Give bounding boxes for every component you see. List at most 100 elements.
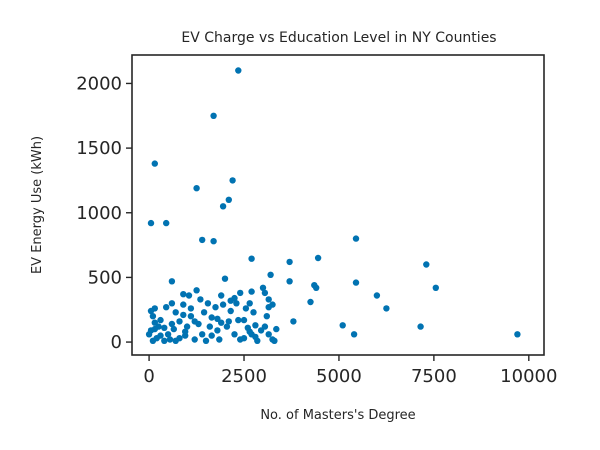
data-point (265, 296, 272, 303)
y-axis-label: EV Energy Use (kWh) (30, 136, 45, 274)
data-point (164, 331, 172, 338)
data-point (221, 275, 229, 282)
data-point (233, 300, 240, 307)
data-point (373, 292, 381, 299)
data-point (350, 331, 358, 338)
data-point (286, 278, 293, 285)
plot-frame (131, 54, 545, 356)
data-point (237, 289, 244, 297)
x-tick-label: 2500 (221, 366, 267, 387)
data-point (193, 185, 200, 192)
data-point (218, 292, 225, 299)
data-point (417, 323, 424, 330)
chart-title: EV Charge vs Education Level in NY Count… (181, 30, 496, 46)
data-point (383, 305, 390, 312)
data-point (219, 301, 227, 308)
data-point (157, 316, 164, 324)
x-tick-label: 7500 (411, 366, 457, 387)
data-point (163, 304, 170, 311)
data-point (182, 328, 189, 335)
data-point (307, 298, 314, 306)
y-tick-label: 2000 (76, 73, 122, 94)
data-point (265, 304, 272, 311)
data-point (204, 300, 212, 307)
data-point (235, 67, 242, 74)
data-point (208, 332, 215, 339)
data-point (432, 284, 439, 291)
data-point (223, 323, 231, 330)
data-point (271, 337, 278, 344)
data-point (246, 300, 253, 307)
data-point (200, 309, 208, 316)
data-point (172, 337, 179, 344)
data-point (147, 307, 155, 315)
data-point (172, 309, 179, 316)
data-point (242, 305, 250, 312)
data-point (208, 314, 215, 321)
data-point (206, 323, 213, 330)
data-point (168, 320, 176, 328)
data-point (161, 324, 168, 331)
data-point (352, 235, 360, 242)
data-point (214, 327, 221, 334)
data-point (225, 318, 232, 325)
data-point (193, 287, 200, 294)
data-point (313, 284, 320, 291)
data-point (286, 258, 293, 266)
y-tick-label: 500 (88, 267, 122, 288)
data-point (214, 315, 221, 322)
points-group (145, 67, 521, 344)
data-point (352, 279, 360, 286)
data-point (149, 313, 157, 320)
x-axis: 0 2500 5000 7500 10000 (143, 355, 557, 387)
data-point (261, 289, 269, 297)
data-point (151, 319, 158, 326)
data-point (339, 322, 346, 329)
data-point (187, 305, 195, 312)
data-point (265, 331, 272, 338)
data-point (267, 271, 274, 278)
data-point (263, 313, 270, 320)
data-point (191, 318, 198, 325)
data-point (423, 261, 430, 268)
data-point (166, 336, 174, 343)
data-point (225, 196, 232, 203)
data-point (168, 300, 176, 307)
data-point (240, 316, 248, 324)
data-point (231, 331, 238, 338)
data-point (161, 337, 168, 344)
data-point (170, 325, 177, 333)
data-point (514, 331, 521, 338)
y-tick-label: 1000 (76, 203, 122, 224)
data-point (229, 177, 236, 184)
data-point (202, 337, 210, 344)
y-tick-label: 0 (111, 332, 122, 353)
data-point (151, 160, 158, 167)
data-point (259, 284, 267, 291)
x-tick-label: 10000 (500, 366, 557, 387)
data-point (216, 336, 223, 343)
data-point (197, 296, 204, 303)
data-point (191, 336, 198, 343)
data-point (180, 311, 187, 319)
data-point (246, 328, 253, 335)
data-point (257, 327, 265, 334)
data-point (273, 325, 280, 333)
data-point (227, 307, 234, 315)
data-point (180, 301, 187, 308)
data-point (237, 336, 244, 343)
x-axis-label: No. of Masters's Degree (260, 408, 415, 423)
data-point (176, 318, 183, 325)
data-point (235, 316, 242, 324)
data-point (248, 255, 255, 262)
y-axis: 0 500 1000 1500 2000 (76, 73, 132, 353)
data-point (147, 219, 155, 227)
data-point (254, 337, 261, 344)
data-point (210, 238, 217, 245)
data-point (187, 313, 195, 320)
x-tick-label: 0 (143, 366, 154, 387)
data-point (149, 337, 157, 344)
data-point (183, 323, 191, 330)
data-point (212, 304, 219, 311)
